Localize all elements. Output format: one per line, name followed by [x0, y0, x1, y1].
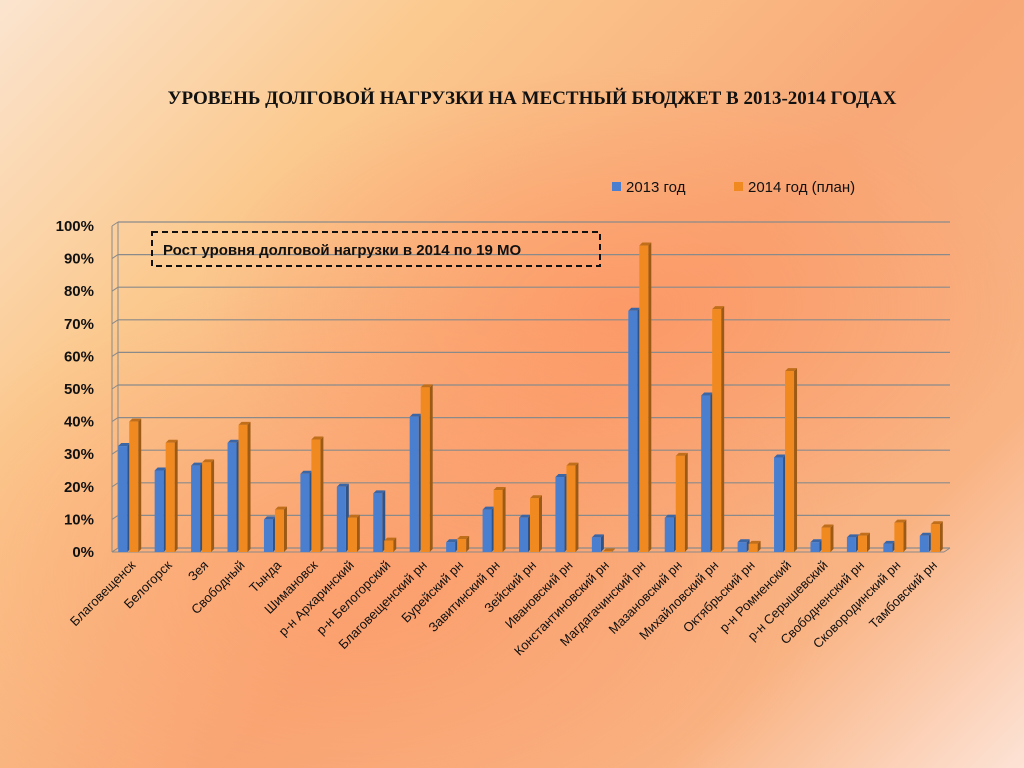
gridline-side — [111, 449, 119, 455]
y-axis-ticks: 0% 10% 20% 30% 40% 50% 60% 70% 80% 90% 100% — [56, 218, 94, 561]
gridline-side — [111, 286, 119, 292]
annotation-text: Рост уровня долговой нагрузки в 2014 по … — [163, 242, 522, 259]
legend-label: 2014 год (план) — [748, 179, 855, 196]
annotation-box: Рост уровня долговой нагрузки в 2014 по … — [151, 231, 601, 267]
legend: 2013 год 2014 год (план) — [612, 179, 855, 196]
bar-2013 — [846, 534, 859, 552]
bar-2013 — [919, 532, 932, 552]
gridline-side — [111, 319, 119, 325]
bars-layer — [118, 242, 943, 552]
x-category-label: Зея — [185, 558, 211, 584]
bar-2013 — [227, 439, 240, 552]
bar-2014 — [202, 459, 215, 552]
bar-2014 — [748, 540, 761, 552]
bar-2014 — [347, 514, 360, 552]
bar-2014 — [384, 537, 397, 552]
bar-2013 — [519, 514, 531, 552]
bar-2013 — [191, 462, 204, 552]
bar-2013 — [373, 490, 386, 552]
gridline-side — [111, 417, 119, 423]
y-tick-label: 70% — [64, 316, 94, 333]
y-tick-label: 40% — [64, 414, 94, 431]
bar-2014 — [675, 452, 688, 552]
bar-2013 — [118, 443, 131, 552]
bar-2013 — [664, 514, 677, 552]
bar-2014 — [821, 524, 834, 552]
bar-2014 — [129, 418, 142, 552]
legend-swatch — [734, 182, 743, 191]
y-tick-label: 60% — [64, 348, 94, 365]
bar-2013 — [883, 540, 896, 552]
y-tick-label: 30% — [64, 446, 94, 463]
bar-2014 — [493, 487, 506, 552]
bar-2014 — [857, 532, 870, 552]
bar-2013 — [701, 392, 714, 552]
bar-2013 — [482, 506, 495, 552]
bar-2014 — [785, 368, 798, 552]
bar-2013 — [263, 516, 276, 552]
gridline-side — [111, 221, 119, 227]
gridline-side — [111, 351, 119, 357]
floor-edge-right — [943, 547, 951, 553]
bar-2014 — [566, 462, 579, 552]
y-tick-label: 50% — [64, 381, 94, 398]
gridline-side — [111, 514, 119, 520]
bar-2014 — [311, 436, 324, 552]
y-tick-label: 10% — [64, 511, 94, 528]
bar-2013 — [555, 474, 568, 552]
bar-2014 — [894, 519, 907, 552]
bar-2013 — [810, 539, 823, 552]
gridline-side — [111, 254, 119, 260]
bar-2014 — [274, 506, 287, 552]
gridline-side — [111, 482, 119, 488]
legend-label: 2013 год — [626, 179, 686, 196]
annotation-frame — [151, 231, 601, 267]
bar-2014 — [530, 495, 542, 552]
y-tick-label: 80% — [64, 283, 94, 300]
chart-title: УРОВЕНЬ ДОЛГОВОЙ НАГРУЗКИ НА МЕСТНЫЙ БЮД… — [167, 88, 897, 109]
legend-swatch — [612, 182, 621, 191]
bar-2013 — [628, 307, 641, 552]
bar-2014 — [639, 242, 652, 552]
y-tick-label: 20% — [64, 479, 94, 496]
bar-2013 — [446, 539, 459, 552]
bar-2013 — [409, 413, 422, 552]
y-tick-label: 100% — [56, 218, 94, 235]
bar-2014 — [712, 306, 725, 552]
y-tick-label: 90% — [64, 251, 94, 268]
gridline-side — [111, 384, 119, 390]
bar-2014 — [930, 521, 943, 552]
bar-2014 — [457, 535, 470, 552]
bar-2013 — [336, 483, 349, 552]
bar-2013 — [154, 467, 167, 552]
bar-2014 — [165, 439, 178, 552]
bar-2013 — [737, 539, 750, 552]
bar-2013 — [591, 534, 604, 552]
bar-2014 — [420, 384, 433, 552]
bar-2013 — [300, 470, 313, 552]
gridline-side — [111, 547, 119, 553]
bar-2014 — [602, 548, 615, 552]
y-tick-label: 0% — [72, 544, 94, 561]
bar-2013 — [774, 454, 787, 552]
bar-2014 — [238, 421, 251, 552]
